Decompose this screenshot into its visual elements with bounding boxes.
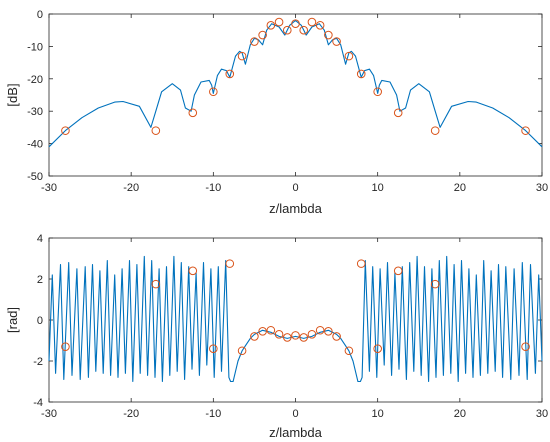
x-tick-label: -20 <box>123 408 139 420</box>
data-point-marker <box>332 332 341 341</box>
data-point-marker <box>324 30 333 40</box>
data-point-marker <box>250 332 259 341</box>
x-tick-label: 10 <box>372 182 384 194</box>
data-point-marker <box>291 19 300 29</box>
data-point-marker <box>356 69 366 79</box>
data-point-marker <box>266 21 276 30</box>
data-point-marker <box>209 344 218 354</box>
y-axis-label: [dB] <box>5 83 20 106</box>
data-point-marker <box>521 126 530 135</box>
data-point-marker <box>332 37 341 46</box>
chart-magnitude: -30 -20 -10 0 10 20 30 0 -10 -20 -30 -40 -50 z/lambd… <box>5 9 548 216</box>
x-tick-label: 30 <box>536 408 548 420</box>
data-point-marker <box>274 17 284 27</box>
data-point-marker <box>521 342 530 351</box>
data-point-marker <box>237 346 247 356</box>
data-point-marker <box>291 331 300 340</box>
data-point-marker <box>258 326 267 336</box>
data-point-marker <box>344 346 354 356</box>
data-point-marker <box>237 51 247 61</box>
data-point-marker <box>324 326 333 336</box>
x-tick-label: 10 <box>372 408 384 420</box>
x-axis-label: z/lambda <box>269 201 323 216</box>
x-tick-label: -20 <box>123 182 139 194</box>
data-point-marker <box>61 342 70 351</box>
x-tick-label: 30 <box>536 182 548 194</box>
data-point-marker <box>282 333 292 342</box>
data-point-marker <box>151 279 161 289</box>
data-point-marker <box>151 126 161 135</box>
x-tick-label: 0 <box>292 408 298 420</box>
x-axis-label: z/lambda <box>269 425 323 440</box>
data-point-marker <box>250 37 259 46</box>
x-tick-label: -10 <box>205 182 221 194</box>
data-point-marker <box>373 87 382 97</box>
data-point-marker <box>307 330 317 339</box>
y-tick-label: 4 <box>37 233 43 245</box>
data-point-marker <box>274 330 284 339</box>
data-point-marker <box>225 259 235 268</box>
data-point-marker <box>209 87 218 97</box>
data-point-marker <box>315 21 325 30</box>
data-point-marker <box>307 17 317 27</box>
data-point-marker <box>315 325 325 335</box>
y-tick-label: -50 <box>27 171 43 183</box>
data-point-marker <box>188 108 198 118</box>
y-tick-label: -10 <box>27 41 43 53</box>
y-tick-label: 0 <box>37 9 43 21</box>
data-point-marker <box>393 108 403 118</box>
y-tick-label: -4 <box>33 397 43 409</box>
series-line <box>48 255 543 383</box>
data-point-marker <box>299 333 309 342</box>
data-point-marker <box>282 25 292 35</box>
y-tick-label: -30 <box>27 106 43 118</box>
data-point-marker <box>356 259 366 268</box>
data-point-marker <box>393 266 403 276</box>
y-tick-label: -40 <box>27 139 43 151</box>
y-tick-label: 0 <box>37 315 43 327</box>
axes-frame <box>48 13 543 177</box>
data-point-marker <box>373 344 382 354</box>
x-tick-label: -10 <box>205 408 221 420</box>
data-point-marker <box>299 25 309 35</box>
data-point-marker <box>225 69 235 79</box>
data-point-marker <box>344 51 354 61</box>
y-axis-label: [rad] <box>5 307 20 333</box>
data-point-marker <box>61 126 70 135</box>
data-point-marker <box>188 266 198 276</box>
x-tick-label: 0 <box>292 182 298 194</box>
axes-frame <box>48 237 543 403</box>
y-tick-label: 2 <box>37 274 43 286</box>
data-point-marker <box>430 126 440 135</box>
data-point-marker <box>258 30 267 40</box>
x-tick-label: 20 <box>454 182 466 194</box>
y-tick-label: -20 <box>27 74 43 86</box>
x-tick-label: 20 <box>454 408 466 420</box>
x-tick-label: -30 <box>41 182 57 194</box>
data-point-marker <box>266 325 276 335</box>
y-tick-label: -2 <box>33 356 43 368</box>
x-tick-label: -30 <box>41 408 57 420</box>
data-point-marker <box>430 279 440 289</box>
series-line <box>48 19 543 148</box>
